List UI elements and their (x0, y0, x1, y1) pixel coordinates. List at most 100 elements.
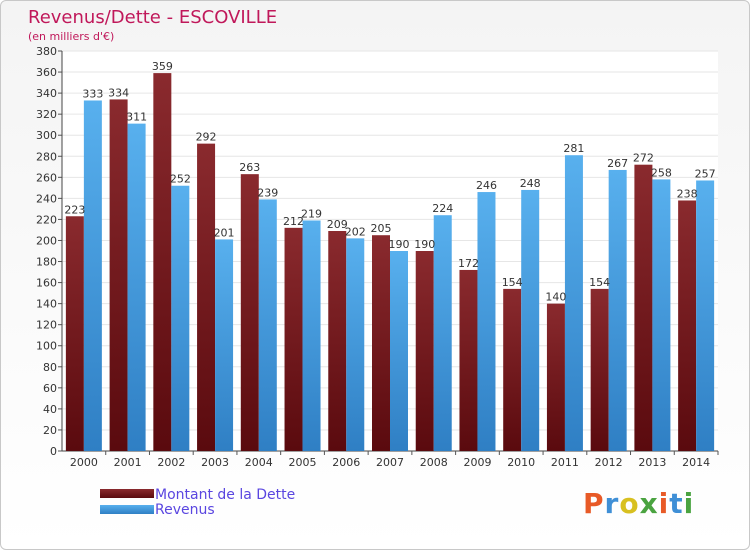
data-label-dette: 238 (677, 187, 698, 200)
bar-dette (65, 216, 84, 451)
bar-dette (153, 73, 172, 452)
y-tick-label: 20 (43, 424, 57, 437)
data-label-dette: 172 (458, 257, 479, 270)
bar-revenus (608, 169, 627, 451)
x-tick-label: 2014 (682, 456, 710, 469)
x-tick-label: 2004 (245, 456, 273, 469)
logo-letter: i (658, 487, 670, 520)
data-label-revenus: 190 (389, 238, 410, 251)
logo-letter: r (604, 487, 620, 520)
x-tick-label: 2005 (289, 456, 317, 469)
legend-label-dette: Montant de la Dette (155, 487, 295, 503)
bar-dette (678, 200, 697, 451)
legend-swatch-revenus (100, 505, 154, 514)
data-label-dette: 292 (196, 131, 217, 144)
bar-revenus (390, 251, 408, 451)
y-tick-label: 100 (36, 340, 57, 353)
bar-dette (459, 269, 478, 451)
x-tick-label: 2000 (70, 456, 98, 469)
bar-dette (328, 231, 347, 451)
bar-dette (197, 143, 216, 451)
data-label-revenus: 252 (170, 173, 191, 186)
bar-dette (546, 303, 565, 451)
bar-revenus (302, 220, 321, 451)
bar-dette (372, 235, 390, 451)
x-tick-label: 2006 (332, 456, 360, 469)
x-tick-label: 2011 (551, 456, 579, 469)
bar-dette (634, 164, 653, 451)
bar-revenus (433, 215, 452, 451)
y-tick-label: 60 (43, 382, 57, 395)
y-tick-label: 380 (36, 45, 57, 58)
y-tick-label: 180 (36, 256, 57, 269)
logo-letter: x (639, 487, 659, 520)
data-label-dette: 334 (108, 86, 129, 99)
y-tick-label: 80 (43, 361, 57, 374)
bar-revenus (521, 189, 540, 451)
logo-letter: o (619, 487, 640, 520)
y-tick-label: 340 (36, 87, 57, 100)
data-label-revenus: 257 (695, 167, 716, 180)
data-label-dette: 223 (64, 203, 85, 216)
data-label-revenus: 258 (651, 166, 672, 179)
bar-revenus (696, 180, 715, 451)
x-tick-label: 2003 (201, 456, 229, 469)
data-label-revenus: 248 (520, 177, 541, 190)
data-label-dette: 212 (283, 215, 304, 228)
x-tick-label: 2012 (595, 456, 623, 469)
x-tick-label: 2010 (507, 456, 535, 469)
data-label-dette: 154 (589, 276, 610, 289)
data-label-revenus: 224 (432, 202, 453, 215)
bar-revenus (258, 199, 277, 451)
y-tick-label: 360 (36, 66, 57, 79)
bar-dette (284, 227, 303, 451)
data-label-revenus: 311 (126, 111, 147, 124)
y-tick-label: 300 (36, 129, 57, 142)
data-label-dette: 140 (545, 291, 566, 304)
y-tick-label: 280 (36, 150, 57, 163)
y-tick-label: 160 (36, 277, 57, 290)
bar-dette (590, 288, 609, 451)
bar-dette (240, 174, 259, 451)
data-label-dette: 154 (502, 276, 523, 289)
y-tick-label: 320 (36, 108, 57, 121)
bar-dette (109, 99, 128, 451)
data-label-dette: 205 (371, 222, 392, 235)
x-tick-label: 2001 (114, 456, 142, 469)
x-tick-label: 2007 (376, 456, 404, 469)
bar-revenus (652, 179, 671, 451)
data-label-dette: 209 (327, 218, 348, 231)
bar-dette (415, 251, 434, 451)
y-tick-label: 220 (36, 213, 57, 226)
y-tick-label: 120 (36, 319, 57, 332)
data-label-revenus: 219 (301, 207, 322, 220)
data-label-revenus: 281 (563, 142, 584, 155)
y-tick-label: 40 (43, 403, 57, 416)
bar-revenus (215, 239, 234, 451)
y-tick-label: 0 (50, 445, 57, 458)
y-tick-label: 140 (36, 298, 57, 311)
logo-letter: t (669, 487, 684, 520)
logo-letter: i (683, 487, 695, 520)
bar-revenus (564, 155, 583, 452)
data-label-dette: 272 (633, 152, 654, 165)
y-tick-label: 260 (36, 171, 57, 184)
chart-subtitle: (en milliers d'€) (28, 30, 114, 43)
bar-revenus (127, 123, 146, 451)
data-label-revenus: 202 (345, 225, 366, 238)
data-label-revenus: 333 (82, 87, 103, 100)
y-tick-label: 200 (36, 234, 57, 247)
y-tick-label: 240 (36, 192, 57, 205)
bar-revenus (477, 192, 496, 452)
bar-revenus (346, 238, 365, 451)
proxiti-logo: Proxiti (583, 487, 694, 520)
data-label-dette: 263 (239, 161, 260, 174)
x-tick-label: 2009 (463, 456, 491, 469)
data-label-dette: 359 (152, 60, 173, 73)
x-tick-label: 2002 (157, 456, 185, 469)
chart-title: Revenus/Dette - ESCOVILLE (28, 7, 277, 28)
bar-revenus (171, 185, 190, 451)
data-label-revenus: 246 (476, 179, 497, 192)
bar-dette (503, 288, 522, 451)
